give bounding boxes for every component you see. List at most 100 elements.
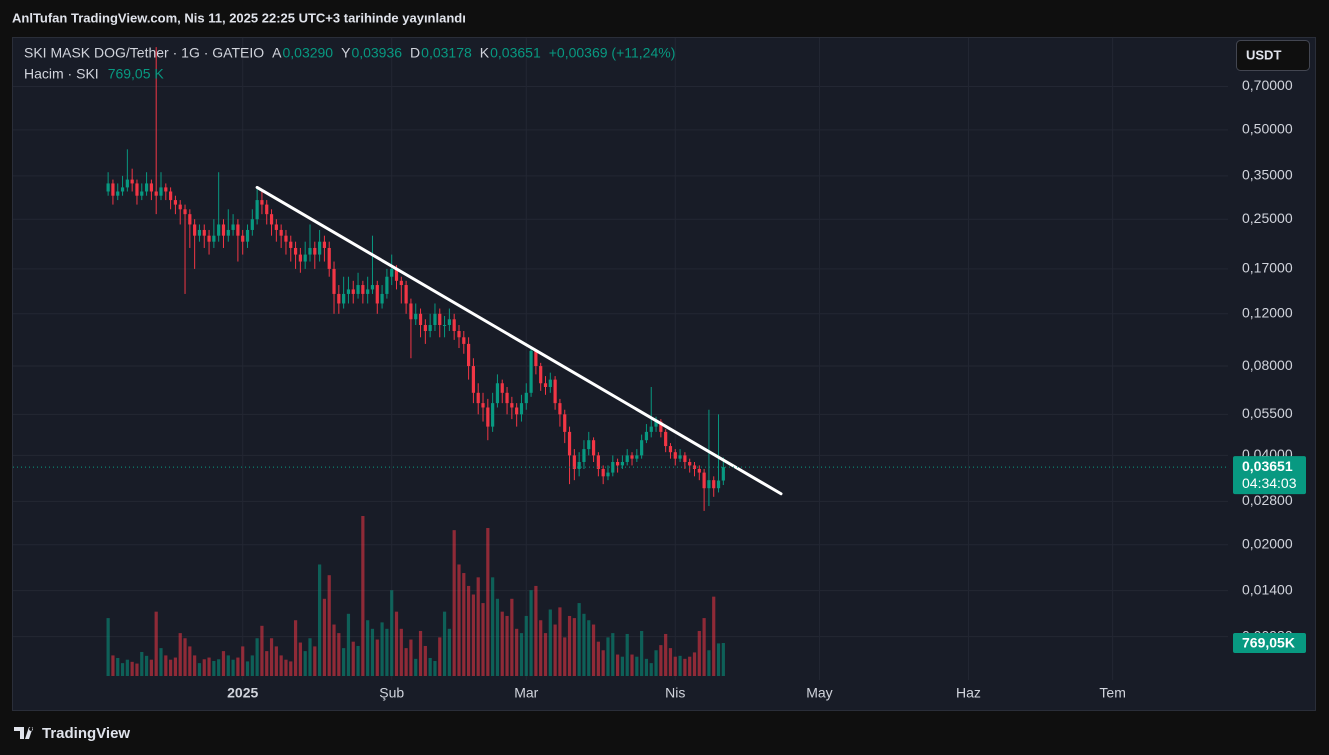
volume-bar	[260, 625, 264, 676]
volume-bar	[548, 609, 552, 676]
volume-bar	[217, 659, 221, 676]
volume-bar	[322, 598, 327, 676]
volume-bar	[135, 663, 139, 676]
publish-note: AnlTufan TradingView.com, Nis 11, 2025 2…	[12, 10, 466, 25]
candle-body	[149, 183, 153, 192]
volume-bar	[399, 628, 403, 676]
candle-body	[169, 191, 173, 201]
candle-body	[702, 472, 706, 489]
volume-bar	[250, 655, 254, 676]
currency-button-frame[interactable]	[1236, 40, 1310, 71]
volume-bar	[664, 633, 668, 676]
volume-bar	[144, 655, 149, 676]
candle-body	[467, 343, 471, 367]
candle-body	[692, 465, 697, 469]
volume-bar	[375, 639, 379, 676]
candle-body	[428, 325, 432, 332]
candle-body	[563, 414, 567, 432]
volume-bar	[140, 651, 144, 676]
volume-bar	[236, 657, 240, 676]
candle-body	[202, 229, 206, 236]
candle-body	[673, 452, 677, 459]
candle-body	[630, 455, 634, 459]
candle-body	[260, 200, 264, 205]
volume-bar	[688, 656, 692, 676]
candle-body	[173, 200, 178, 205]
candle-body	[418, 313, 423, 326]
candle-body	[116, 191, 120, 196]
volume-bar	[620, 656, 625, 676]
candle-body	[356, 285, 360, 294]
volume-bar	[716, 643, 721, 676]
volume-bar	[543, 633, 548, 676]
currency-button-label[interactable]: USDT	[1246, 47, 1281, 62]
volume-bar	[241, 646, 245, 676]
candle-body	[394, 268, 399, 281]
volume-bar	[486, 528, 490, 676]
candle-body	[543, 383, 548, 387]
legend-value: 0,03936	[351, 45, 402, 61]
volume-bar	[269, 638, 274, 676]
volume-bar	[601, 650, 605, 676]
volume-bar	[659, 645, 663, 676]
volume-bar	[284, 659, 288, 676]
volume-bar	[630, 654, 634, 676]
x-tick-label: Şub	[379, 685, 404, 701]
candle-body	[587, 440, 591, 450]
volume-bar	[654, 650, 658, 676]
legend-key: A	[272, 45, 282, 61]
volume-bar	[539, 620, 543, 676]
volume-bar	[471, 594, 476, 676]
volume-bar	[207, 657, 211, 676]
candle-body	[423, 325, 427, 332]
candle-body	[140, 191, 144, 196]
candle-body	[524, 392, 528, 404]
candle-body	[640, 440, 644, 456]
volume-bar	[500, 611, 504, 676]
volume-layer	[106, 516, 725, 676]
volume-bar	[313, 646, 317, 676]
volume-bar	[649, 663, 653, 676]
candle-body	[539, 366, 543, 384]
volume-bar	[673, 656, 677, 676]
candle-body	[476, 392, 480, 404]
candle-body	[236, 224, 240, 236]
y-tick-label: 0,08000	[1242, 357, 1293, 373]
currency-button[interactable]: USDT	[1236, 40, 1310, 71]
candle-body	[361, 285, 365, 294]
candle-body	[106, 183, 110, 192]
volume-bar	[505, 615, 509, 676]
candle-body	[668, 446, 673, 453]
volume-value: 769,05 K	[108, 66, 165, 82]
volume-bar	[178, 633, 182, 676]
candle-body	[635, 455, 639, 459]
candle-body	[659, 421, 663, 432]
candle-body	[481, 403, 485, 408]
volume-bar	[308, 638, 312, 676]
candle-body	[125, 179, 129, 188]
volume-bar	[318, 564, 322, 676]
candle-body	[385, 276, 389, 294]
volume-bar	[668, 648, 673, 676]
candle-body	[486, 407, 490, 427]
volume-bar	[433, 660, 437, 676]
candle-body	[241, 235, 245, 242]
candle-body	[370, 285, 375, 290]
candle-body	[366, 289, 370, 294]
volume-bar	[442, 611, 447, 676]
candle-body	[572, 455, 576, 469]
candle-body	[293, 247, 298, 255]
volume-bar	[193, 655, 197, 676]
candle-body	[688, 461, 692, 466]
volume-bar	[467, 585, 471, 676]
current-volume-box	[1233, 633, 1306, 654]
volume-bar	[159, 648, 163, 676]
volume-bar	[524, 615, 528, 676]
x-tick-label: Mar	[514, 685, 538, 701]
volume-bar	[380, 622, 384, 676]
volume-bar	[351, 641, 355, 676]
volume-bar	[428, 657, 432, 676]
volume-bar	[106, 618, 110, 676]
candle-body	[491, 403, 495, 427]
candle-body	[298, 254, 302, 262]
